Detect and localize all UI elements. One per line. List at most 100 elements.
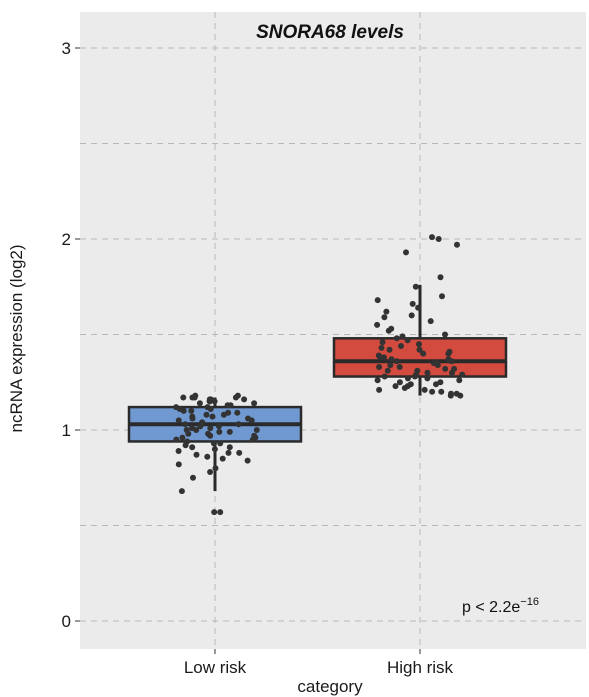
data-point [173,404,180,411]
data-point [392,383,399,390]
data-point [204,404,211,411]
data-point [183,427,190,433]
data-point [216,428,223,435]
data-point [416,341,422,348]
data-point [235,421,242,428]
data-point [206,396,213,403]
data-point [396,379,403,386]
y-tick-label: 1 [62,421,71,440]
data-point [381,354,387,361]
data-point [209,413,216,420]
data-point [211,446,218,453]
data-point [224,402,231,409]
data-point [204,453,211,460]
data-point [178,488,185,495]
data-point [211,509,218,516]
y-tick-label: 3 [62,39,71,58]
data-point [429,388,436,395]
data-point [189,425,195,432]
data-point [217,509,224,516]
data-point [399,333,406,340]
data-point [207,469,214,475]
data-point [253,427,260,433]
data-point [216,423,222,430]
data-point [456,377,463,384]
data-point [387,362,394,369]
data-point [439,293,445,300]
data-point [189,413,196,420]
x-tick-label: High risk [387,658,454,677]
data-point [453,390,460,397]
data-point [374,377,381,384]
data-point [199,419,206,426]
grid-lines [80,12,586,649]
data-point [404,375,411,382]
data-point [376,386,383,393]
data-point [398,343,404,349]
data-point [384,367,391,374]
data-point [388,356,395,363]
data-point [442,331,448,338]
data-point [210,440,217,447]
data-point [429,234,435,241]
data-point [424,369,431,376]
p-value-text: p < 2.2e [462,599,520,616]
data-point [378,344,385,351]
data-point [376,364,383,370]
data-point [374,321,381,328]
data-point [420,350,427,357]
data-point [226,444,233,451]
data-point [190,474,196,481]
data-point [386,346,393,353]
data-point [427,318,434,325]
data-point [396,364,403,370]
data-point [192,392,199,399]
data-point [415,304,422,311]
data-point [408,312,415,319]
data-point [381,373,388,380]
data-point [379,339,386,346]
data-point [189,444,196,451]
data-point [407,381,414,388]
data-point [217,440,224,447]
data-point [459,371,466,378]
data-point [175,417,182,424]
y-tick-label: 0 [62,612,71,631]
data-point [409,300,416,307]
data-point [424,375,431,382]
data-point [226,428,233,435]
data-point [438,388,445,395]
y-axis-title: ncRNA expression (log2) [7,244,26,432]
jitter-points-layer [173,234,466,516]
data-point [251,400,258,407]
data-point [374,297,381,304]
data-point [430,360,437,367]
data-point [448,390,454,397]
data-point [454,241,460,248]
x-tick-label: Low risk [184,658,247,677]
x-axis-title: category [297,677,363,696]
data-point [188,407,195,414]
data-point [234,392,241,399]
plot-panel [80,12,586,649]
data-point [241,396,248,403]
data-point [416,346,423,353]
data-point [393,335,400,342]
data-point [404,337,411,344]
data-point [403,249,409,256]
data-point [180,394,187,401]
data-point [245,415,251,422]
data-point [193,451,200,458]
data-point [383,308,390,315]
data-point [175,448,182,454]
data-point [207,425,214,432]
data-point [375,352,382,359]
data-point [234,409,241,416]
data-point [225,409,232,416]
data-point [437,274,444,281]
data-point [381,314,388,321]
data-point [451,365,458,372]
data-point [225,449,232,456]
data-point [196,400,203,407]
